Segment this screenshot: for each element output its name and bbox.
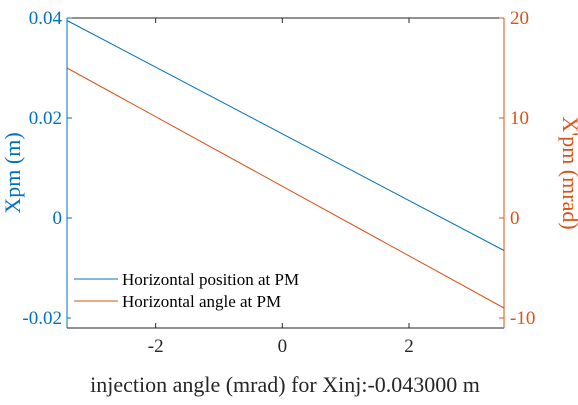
y-left-tick-label: 0	[53, 208, 63, 229]
x-tick-label: -2	[148, 336, 164, 357]
legend-box	[71, 262, 283, 320]
y-right-tick-label: 10	[510, 108, 529, 129]
y-left-tick-label: 0.02	[29, 108, 62, 129]
legend-entry-angle: Horizontal angle at PM	[122, 292, 281, 311]
series-layer	[66, 20, 505, 309]
series-line-position	[66, 20, 505, 251]
series-line-angle	[66, 67, 505, 309]
x-axis-label: injection angle (mrad) for Xinj:-0.04300…	[90, 372, 480, 397]
y-right-axis-label: X'pm (mrad)	[558, 116, 578, 229]
y-left-tick-label: 0.04	[29, 8, 63, 29]
legend-entry-position: Horizontal position at PM	[122, 270, 299, 289]
y-right-tick-label: 20	[510, 8, 529, 29]
y-left-tick-label: -0.02	[22, 308, 62, 329]
y-right-tick-label: 0	[510, 208, 520, 229]
x-tick-label: 2	[404, 336, 414, 357]
legend: Horizontal position at PM Horizontal ang…	[71, 262, 299, 320]
y-right-tick-label: -10	[510, 308, 535, 329]
labels-layer: injection angle (mrad) for Xinj:-0.04300…	[0, 116, 578, 397]
axes-layer: -2 0 2 0.04 0.02 0 -0.02 20 10 0 -10	[22, 8, 535, 357]
x-tick-label: 0	[278, 336, 288, 357]
y-left-axis-label: Xpm (m)	[0, 132, 25, 213]
